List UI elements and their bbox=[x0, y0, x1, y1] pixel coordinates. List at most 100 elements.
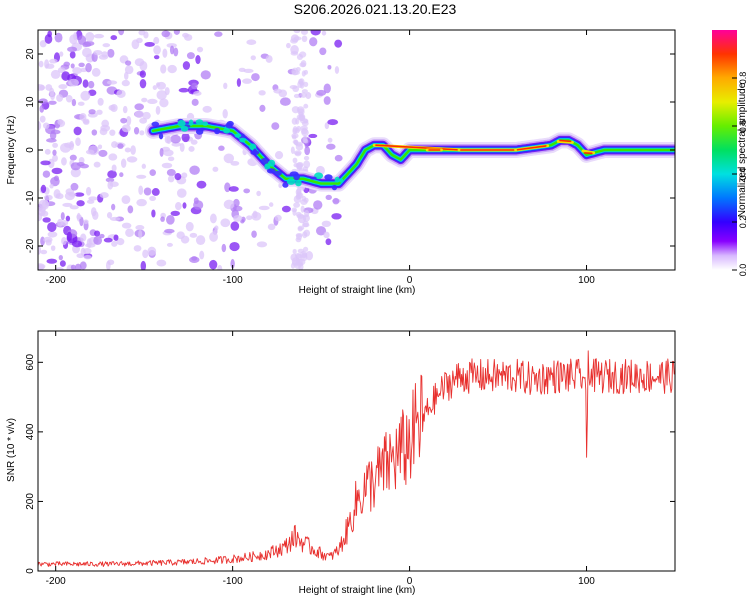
snr-x-tick-label: 0 bbox=[407, 576, 413, 587]
spectral-noise-blob bbox=[38, 98, 48, 105]
spectral-noise-blob bbox=[153, 36, 160, 45]
spectrogram-y-label: Frequency (Hz) bbox=[6, 116, 17, 185]
spectral-noise-blob bbox=[136, 198, 147, 207]
spectral-noise-blob bbox=[199, 250, 205, 260]
spectral-noise-blob bbox=[153, 45, 161, 55]
spectral-noise-blob bbox=[76, 200, 85, 207]
spectral-noise-blob bbox=[139, 70, 146, 78]
spectral-noise-blob bbox=[38, 60, 44, 68]
spectral-noise-blob bbox=[47, 231, 58, 238]
spectral-noise-blob bbox=[195, 55, 201, 65]
spectral-noise-blob bbox=[118, 30, 125, 36]
spectral-noise-blob bbox=[200, 70, 211, 80]
spectral-noise-blob bbox=[163, 149, 174, 157]
spectral-noise-blob bbox=[108, 104, 116, 111]
spectrogram-x-tick-label: 100 bbox=[578, 275, 595, 286]
spectral-noise-blob bbox=[69, 140, 75, 151]
spectral-noise-blob bbox=[97, 97, 104, 106]
spectral-noise-blob bbox=[122, 105, 128, 114]
spectral-noise-blob bbox=[57, 67, 66, 74]
spectral-noise-blob bbox=[181, 132, 190, 143]
spectral-noise-blob bbox=[296, 187, 302, 195]
spectral-noise-blob bbox=[273, 88, 283, 94]
spectral-noise-blob bbox=[70, 63, 75, 69]
spectral-noise-blob bbox=[67, 46, 78, 53]
spectral-noise-blob bbox=[324, 122, 330, 130]
spectral-noise-blob bbox=[85, 186, 92, 196]
spectral-noise-blob bbox=[159, 98, 169, 108]
spectral-noise-blob bbox=[251, 211, 262, 221]
spectral-noise-blob bbox=[166, 43, 177, 48]
spectral-noise-blob bbox=[136, 37, 143, 44]
spectral-noise-blob bbox=[153, 55, 160, 60]
spectral-noise-blob bbox=[69, 205, 79, 210]
figure-title: S206.2026.021.13.20.E23 bbox=[294, 1, 457, 17]
spectral-noise-blob bbox=[178, 87, 189, 93]
spectral-noise-blob bbox=[135, 225, 145, 231]
spectrogram-y-tick-label: -20 bbox=[25, 238, 36, 253]
spectrogram-x-tick-label: -200 bbox=[46, 275, 66, 286]
spectral-noise-blob bbox=[39, 115, 46, 123]
spectral-noise-blob bbox=[188, 146, 195, 152]
snr-y-label: SNR (10 * v/v) bbox=[6, 418, 17, 482]
spectral-noise-blob bbox=[49, 87, 55, 97]
spectral-noise-blob bbox=[209, 231, 218, 242]
spectral-noise-blob bbox=[222, 108, 228, 119]
spectral-noise-blob bbox=[295, 233, 303, 238]
spectral-noise-blob bbox=[246, 39, 257, 45]
spectral-noise-blob bbox=[258, 90, 266, 96]
spectral-noise-blob bbox=[65, 95, 73, 103]
spectral-noise-blob bbox=[69, 51, 76, 59]
spectral-noise-blob bbox=[98, 149, 108, 157]
spectral-noise-blob bbox=[303, 197, 309, 203]
spectral-noise-blob bbox=[292, 157, 298, 164]
spectral-noise-blob bbox=[143, 31, 149, 39]
spectrogram-x-label: Height of straight line (km) bbox=[299, 285, 416, 296]
spectral-noise-blob bbox=[70, 182, 79, 191]
spectral-noise-blob bbox=[300, 60, 307, 68]
spectral-noise-blob bbox=[291, 117, 298, 125]
spectral-noise-blob bbox=[65, 215, 71, 222]
ridge-blob bbox=[324, 174, 333, 181]
spectral-noise-blob bbox=[149, 169, 156, 176]
spectral-noise-blob bbox=[117, 143, 124, 149]
spectrogram-y-tick-label: 10 bbox=[25, 96, 36, 108]
spectral-noise-blob bbox=[298, 111, 304, 118]
spectral-noise-blob bbox=[91, 129, 98, 136]
spectral-noise-blob bbox=[106, 80, 118, 85]
spectral-noise-blob bbox=[83, 254, 92, 260]
spectral-noise-blob bbox=[302, 222, 310, 228]
spectral-noise-blob bbox=[101, 51, 109, 58]
spectral-noise-blob bbox=[160, 64, 167, 74]
spectral-noise-blob bbox=[292, 70, 300, 76]
spectral-noise-blob bbox=[120, 117, 128, 124]
spectral-noise-blob bbox=[167, 175, 175, 183]
spectral-noise-blob bbox=[43, 194, 53, 201]
spectral-noise-blob bbox=[48, 100, 57, 105]
colorbar-label: Normalized spectral amplitude bbox=[737, 82, 748, 217]
ridge-blob bbox=[266, 168, 276, 174]
spectral-noise-blob bbox=[74, 263, 82, 270]
spectral-noise-blob bbox=[334, 154, 343, 162]
spectral-noise-blob bbox=[142, 249, 149, 259]
spectral-noise-blob bbox=[76, 214, 82, 220]
ridge-blob bbox=[234, 133, 242, 138]
spectral-noise-blob bbox=[125, 60, 132, 66]
spectral-noise-blob bbox=[39, 40, 47, 48]
snr-frame bbox=[37, 330, 676, 572]
spectral-noise-blob bbox=[212, 166, 219, 172]
ridge-peak-yellow bbox=[556, 139, 574, 144]
spectral-noise-blob bbox=[116, 238, 125, 246]
spectral-noise-blob bbox=[214, 225, 219, 231]
spectral-noise-blob bbox=[85, 62, 92, 73]
spectral-noise-blob bbox=[290, 51, 299, 56]
snr-x-ticks: -200 -100 0 100 bbox=[46, 331, 595, 587]
spectral-noise-blob bbox=[141, 97, 148, 103]
spectral-noise-blob bbox=[323, 96, 331, 105]
spectral-noise-blob bbox=[156, 81, 166, 90]
spectral-noise-blob bbox=[57, 118, 63, 125]
spectral-noise-blob bbox=[93, 50, 103, 56]
spectral-noise-blob bbox=[138, 229, 143, 239]
spectral-noise-blob bbox=[124, 147, 131, 153]
spectral-noise-blob bbox=[169, 45, 175, 55]
